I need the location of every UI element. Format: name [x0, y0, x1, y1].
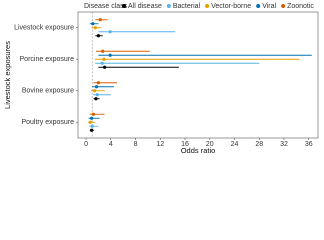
legend-swatch — [166, 4, 171, 8]
x-tick-label: 8 — [134, 141, 138, 148]
point — [93, 26, 97, 30]
x-tick-label: 4 — [109, 141, 113, 148]
legend-swatch — [256, 4, 261, 8]
point — [102, 65, 107, 69]
x-tick-label: 0 — [84, 141, 88, 148]
point — [91, 22, 95, 26]
y-tick-label: Porcine exposure — [20, 56, 75, 63]
x-tick-label: 20 — [206, 141, 214, 148]
legend-swatch — [205, 4, 210, 8]
y-tick-label: Poultry exposure — [21, 119, 74, 126]
legend-title: Disease class — [84, 3, 128, 10]
point — [90, 128, 94, 132]
point — [102, 57, 106, 61]
point — [91, 112, 96, 116]
legend-swatch — [281, 4, 286, 8]
point — [96, 34, 101, 38]
x-tick-label: 16 — [181, 141, 189, 148]
x-tick-label: 36 — [305, 141, 313, 148]
point — [95, 93, 99, 97]
point — [88, 120, 92, 124]
y-tick-label: Bovine exposure — [22, 88, 74, 95]
point — [100, 61, 104, 65]
y-tick-label: Livestock exposure — [14, 25, 74, 32]
legend-label: Viral — [262, 3, 276, 10]
legend-label: Bacterial — [173, 3, 201, 10]
x-tick-label: 32 — [280, 141, 288, 148]
point — [96, 81, 101, 85]
point — [90, 124, 94, 128]
x-tick-label: 12 — [156, 141, 164, 148]
point — [90, 116, 94, 120]
point — [98, 18, 102, 22]
x-axis-title: Odds ratio — [181, 146, 216, 155]
legend-label: Zoonotic — [287, 3, 314, 10]
legend-swatch — [122, 4, 126, 8]
point — [108, 53, 112, 57]
point — [94, 85, 99, 89]
chart: Livestock exposures Odds ratio 0 4 8 12 16 20… — [3, 3, 319, 155]
point — [108, 30, 112, 34]
point — [101, 49, 105, 53]
x-tick-label: 28 — [255, 141, 263, 148]
legend-label: All disease — [128, 3, 162, 10]
point — [94, 97, 98, 101]
x-tick-label: 24 — [231, 141, 239, 148]
plot-panel — [77, 11, 319, 139]
legend-label: Vector-borne — [211, 3, 251, 10]
point — [93, 89, 97, 93]
y-axis-title: Livestock exposures — [3, 41, 12, 109]
